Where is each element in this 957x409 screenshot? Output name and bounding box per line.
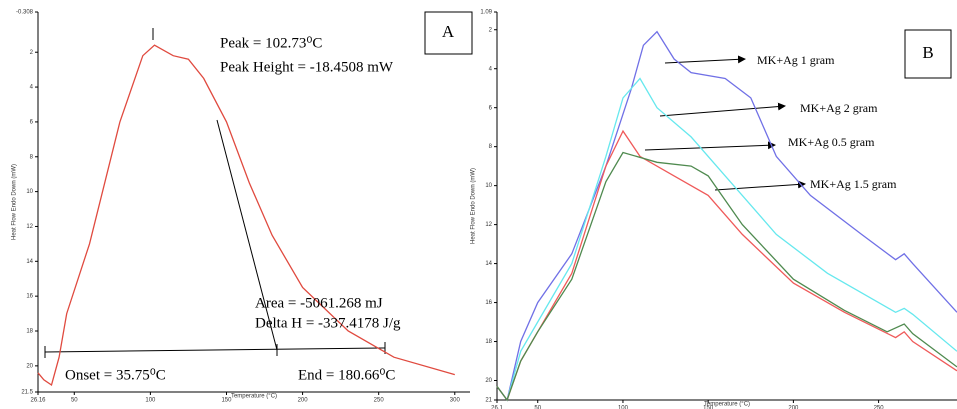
arrow xyxy=(659,102,786,117)
y-tick-label: -0.308 xyxy=(16,10,34,16)
annotation: Peak = 102.73⁰C xyxy=(220,35,322,51)
y-tick-label: 12 xyxy=(485,222,492,228)
y-tick-label: 8 xyxy=(489,144,493,150)
y-tick-label: 14 xyxy=(485,261,492,267)
y-tick-label: 4 xyxy=(489,66,493,72)
y-tick-label: 10 xyxy=(26,189,33,195)
x-tick-label: 200 xyxy=(788,406,799,409)
series-label: MK+Ag 0.5 gram xyxy=(788,135,875,149)
y-tick-label: 1.09 xyxy=(480,10,492,16)
x-tick-label: 50 xyxy=(534,406,541,409)
arrow xyxy=(714,180,806,191)
y-tick-label: 14 xyxy=(26,259,33,265)
x-axis-label: Temperature (°C) xyxy=(231,394,277,400)
x-axis-label: Temperature (°C) xyxy=(704,402,750,408)
annotation: Area = -5061.268 mJ xyxy=(255,295,383,311)
y-axis-label: Heat Flow Endo Down (mW) xyxy=(12,164,18,240)
x-tick-label: 100 xyxy=(145,398,156,404)
y-tick-label: 2 xyxy=(489,27,493,33)
annotation: Peak Height = -18.4508 mW xyxy=(220,59,394,75)
x-tick-label: 100 xyxy=(618,406,629,409)
annotation: Delta H = -337.4178 J/g xyxy=(255,315,401,331)
data-line xyxy=(496,151,957,402)
y-tick-label: 12 xyxy=(26,224,33,230)
annotation: End = 180.66⁰C xyxy=(298,367,395,383)
y-tick-label: 21 xyxy=(485,398,492,404)
x-tick-label: 150 xyxy=(221,398,232,404)
series-label: MK+Ag 1.5 gram xyxy=(810,177,897,191)
y-tick-label: 10 xyxy=(485,183,492,189)
x-tick-label: 250 xyxy=(374,398,385,404)
x-tick-label: 250 xyxy=(874,406,885,409)
y-axis-label: Heat Flow Endo Down (mW) xyxy=(471,168,477,244)
panel-box xyxy=(904,29,952,79)
x-tick-label: 26.1 xyxy=(491,406,503,409)
y-tick-label: 18 xyxy=(26,329,33,335)
y-tick-label: 16 xyxy=(485,300,492,306)
x-tick-label: 50 xyxy=(71,398,78,404)
panel-label: B xyxy=(922,43,933,62)
y-tick-label: 20 xyxy=(26,363,33,369)
y-tick-label: 6 xyxy=(489,105,493,111)
x-tick-label: 200 xyxy=(298,398,309,404)
x-tick-label: 300 xyxy=(450,398,461,404)
tangent-line xyxy=(216,119,278,351)
data-line xyxy=(496,77,957,402)
panel-box xyxy=(424,11,473,55)
y-tick-label: 21.5 xyxy=(21,390,33,396)
baseline xyxy=(44,347,386,353)
data-line xyxy=(496,30,957,402)
y-tick-label: 8 xyxy=(30,154,34,160)
arrow xyxy=(644,141,776,151)
x-tick-label: 26.16 xyxy=(30,398,46,404)
y-tick-label: 6 xyxy=(30,119,34,125)
y-tick-label: 4 xyxy=(30,85,34,91)
series-label: MK+Ag 1 gram xyxy=(757,53,835,67)
data-line xyxy=(37,44,455,387)
panel-label: A xyxy=(442,22,455,41)
x-tick-label: 150 xyxy=(703,406,714,409)
y-tick-label: 2 xyxy=(30,50,34,56)
y-tick-label: 18 xyxy=(485,339,492,345)
y-tick-label: 20 xyxy=(485,378,492,384)
data-line xyxy=(496,129,957,402)
y-tick-label: 16 xyxy=(26,294,33,300)
annotation: Onset = 35.75⁰C xyxy=(65,367,166,383)
series-label: MK+Ag 2 gram xyxy=(800,101,878,115)
